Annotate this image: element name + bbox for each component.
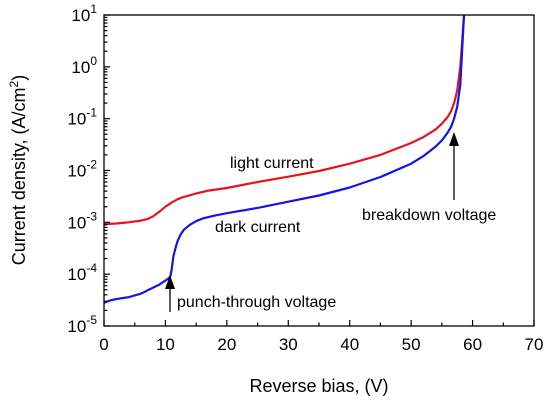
punch-through-arrow-head: [165, 275, 175, 289]
series-line-1: [103, 14, 466, 304]
x-tick-label: 30: [279, 335, 298, 354]
y-axis-title-close: ): [9, 75, 29, 81]
series-line-0: [103, 14, 466, 226]
breakdown-arrow: [449, 132, 459, 200]
x-tick-label: 40: [340, 335, 359, 354]
y-tick-exponent: -1: [86, 106, 97, 120]
y-axis-title-sup: 2: [7, 80, 21, 87]
x-tick-label: 60: [463, 335, 482, 354]
x-axis-title: Reverse bias, (V): [249, 376, 388, 396]
x-tick-label: 50: [402, 335, 421, 354]
y-tick-label: 10-3: [67, 209, 97, 232]
x-tick-label: 70: [525, 335, 544, 354]
y-tick-label: 10-4: [67, 261, 97, 284]
y-tick-exponent: -3: [86, 209, 97, 223]
y-tick-base: 10: [67, 110, 86, 129]
y-tick-base: 10: [67, 265, 86, 284]
y-tick-label: 101: [71, 2, 97, 25]
y-tick-exponent: 0: [90, 54, 97, 68]
y-tick-exponent: -5: [86, 313, 97, 327]
y-tick-exponent: -2: [86, 158, 97, 172]
y-axis-title-main: Current density, (A/cm: [9, 87, 29, 265]
y-axis-title: Current density, (A/cm2): [7, 75, 29, 265]
y-tick-label: 10-2: [67, 158, 97, 181]
y-tick-label: 10-5: [67, 313, 97, 336]
x-tick-label: 0: [99, 335, 108, 354]
breakdown-arrow-head: [449, 132, 459, 146]
y-tick-base: 10: [71, 6, 90, 25]
y-tick-exponent: 1: [90, 2, 97, 16]
y-tick-base: 10: [71, 58, 90, 77]
x-tick-label: 20: [217, 335, 236, 354]
x-tick-label: 10: [156, 335, 175, 354]
y-tick-exponent: -4: [86, 261, 97, 275]
ticks-layer: 0 10 20 30 40 50 60 7010-510-410-310-210-110010…: [67, 2, 543, 354]
annotation-light-current: light current: [230, 155, 314, 172]
y-tick-base: 10: [67, 162, 86, 181]
y-tick-label: 10-1: [67, 106, 97, 129]
y-tick-base: 10: [67, 213, 86, 232]
annotation-punch-through: punch-through voltage: [177, 294, 336, 311]
punch-through-arrow: [165, 275, 175, 312]
annotation-dark-current: dark current: [215, 219, 301, 236]
annotation-breakdown: breakdown voltage: [362, 207, 496, 224]
y-tick-base: 10: [67, 317, 86, 336]
series-layer: [103, 14, 466, 304]
y-tick-label: 100: [71, 54, 97, 77]
